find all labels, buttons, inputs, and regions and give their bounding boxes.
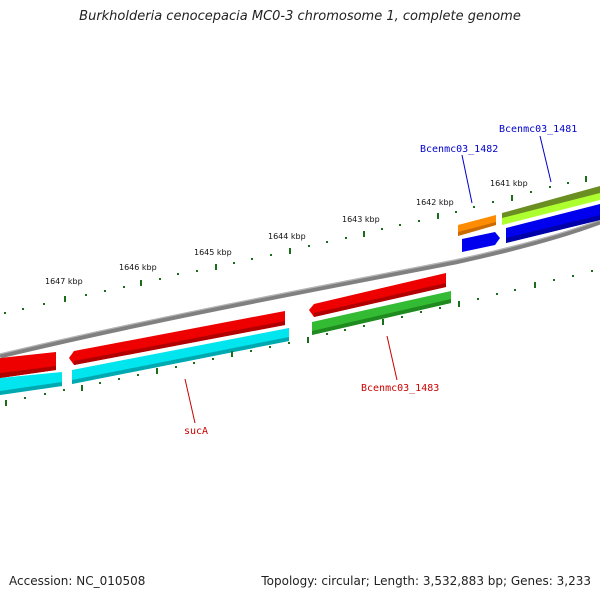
outer-tick-track — [4, 176, 587, 314]
feature-callouts: Bcenmc03_1481 Bcenmc03_1482 Bcenmc03_148… — [184, 124, 577, 437]
ruler-label: 1645 kbp — [194, 248, 232, 257]
gene-bcenmc03-1481-bar[interactable] — [502, 193, 600, 225]
label-bcenmc03-1481[interactable]: Bcenmc03_1481 — [499, 124, 577, 135]
genome-title: Burkholderia cenocepacia MC0-3 chromosom… — [79, 9, 521, 24]
gene-bcenmc03-1483-arrow[interactable] — [309, 273, 446, 317]
callout-line-bcenmc03-1483 — [386, 335, 398, 381]
label-bcenmc03-1483[interactable]: Bcenmc03_1483 — [361, 383, 439, 394]
forward-strand-genes — [458, 186, 600, 236]
gene-bcenmc03-1482-rev[interactable] — [462, 232, 500, 252]
genome-summary-text: Topology: circular; Length: 3,532,883 bp… — [261, 574, 591, 588]
reverse-strand-genes-right — [462, 204, 600, 252]
ruler-label: 1642 kbp — [416, 198, 454, 207]
label-suca[interactable]: sucA — [184, 426, 208, 437]
gene-suca-arrow-main[interactable] — [69, 311, 285, 365]
ruler-label: 1647 kbp — [45, 277, 83, 286]
callout-line-bcenmc03-1481 — [539, 135, 552, 183]
gene-suca-arrow-main-shade — [74, 321, 285, 365]
cds-suca-left-shade — [0, 382, 62, 395]
gene-suca-arrow-shade — [0, 366, 56, 378]
inner-tick-track — [5, 270, 593, 406]
ruler-label: 1643 kbp — [342, 215, 380, 224]
gene-bcenmc03-1482-shade — [458, 222, 496, 236]
cds-lower-row — [0, 291, 451, 395]
callout-line-suca — [184, 378, 196, 424]
callout-line-bcenmc03-1482 — [461, 154, 473, 204]
accession-text: Accession: NC_010508 — [9, 574, 146, 588]
cds-bcenmc03-1483-shade — [312, 299, 451, 335]
gene-bcenmc03-1483-arrow-shade — [314, 283, 446, 317]
genome-backbone — [0, 219, 600, 359]
ruler-label: 1646 kbp — [119, 263, 157, 272]
ruler-label: 1644 kbp — [268, 232, 306, 241]
ruler-label: 1641 kbp — [490, 179, 528, 188]
ruler-labels: 1641 kbp 1642 kbp 1643 kbp 1644 kbp 1645… — [45, 179, 528, 286]
genome-backbone-highlight — [0, 219, 600, 355]
cds-suca-main-shade — [72, 337, 289, 384]
gene-bcenmc03-1481-rev-shade — [506, 215, 600, 243]
reverse-strand-genes-upper — [0, 273, 446, 378]
label-bcenmc03-1482[interactable]: Bcenmc03_1482 — [420, 144, 498, 155]
